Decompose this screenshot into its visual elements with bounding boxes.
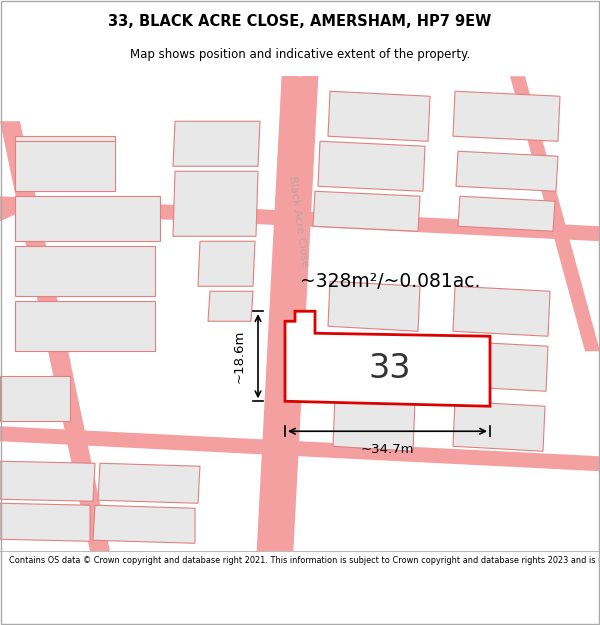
Polygon shape <box>258 76 308 551</box>
Text: Map shows position and indicative extent of the property.: Map shows position and indicative extent… <box>130 48 470 61</box>
Polygon shape <box>510 76 600 351</box>
Text: 33, BLACK ACRE CLOSE, AMERSHAM, HP7 9EW: 33, BLACK ACRE CLOSE, AMERSHAM, HP7 9EW <box>109 14 491 29</box>
Polygon shape <box>0 426 600 471</box>
Polygon shape <box>458 196 555 231</box>
Polygon shape <box>0 196 600 241</box>
Text: ~328m²/~0.081ac.: ~328m²/~0.081ac. <box>300 272 480 291</box>
Polygon shape <box>453 401 545 451</box>
Polygon shape <box>0 503 90 541</box>
Polygon shape <box>208 291 253 321</box>
Polygon shape <box>15 196 160 241</box>
Polygon shape <box>313 191 420 231</box>
Polygon shape <box>328 336 420 391</box>
Text: 33: 33 <box>369 352 411 385</box>
Polygon shape <box>456 151 558 191</box>
Polygon shape <box>453 91 560 141</box>
Polygon shape <box>15 136 115 146</box>
Polygon shape <box>328 91 430 141</box>
Polygon shape <box>0 376 70 421</box>
Polygon shape <box>0 201 18 221</box>
Text: ~34.7m: ~34.7m <box>361 443 414 456</box>
Polygon shape <box>98 463 200 503</box>
Polygon shape <box>15 141 115 191</box>
Text: Contains OS data © Crown copyright and database right 2021. This information is : Contains OS data © Crown copyright and d… <box>9 556 600 566</box>
Polygon shape <box>15 246 155 296</box>
Polygon shape <box>173 171 258 236</box>
Polygon shape <box>15 301 155 351</box>
Text: ~18.6m: ~18.6m <box>233 329 246 383</box>
Polygon shape <box>285 311 490 406</box>
Polygon shape <box>453 341 548 391</box>
Polygon shape <box>198 241 255 286</box>
Polygon shape <box>318 141 425 191</box>
Polygon shape <box>0 461 95 501</box>
Polygon shape <box>0 121 110 551</box>
Polygon shape <box>333 396 415 451</box>
Polygon shape <box>93 505 195 543</box>
Polygon shape <box>328 281 420 331</box>
Text: Black Acre Close: Black Acre Close <box>287 175 310 268</box>
Polygon shape <box>173 121 260 166</box>
Polygon shape <box>453 286 550 336</box>
